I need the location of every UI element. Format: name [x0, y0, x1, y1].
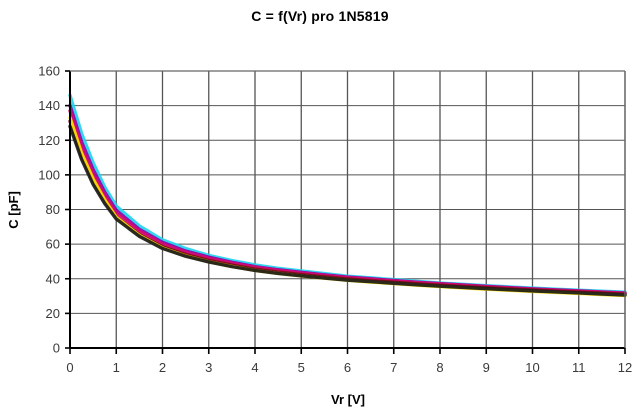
- x-tick-label: 3: [205, 360, 212, 375]
- x-tick-label: 1: [113, 360, 120, 375]
- x-tick-label: 4: [251, 360, 258, 375]
- axis-ticks: [65, 70, 626, 354]
- x-tick-label: 6: [344, 360, 351, 375]
- y-tick-label: 100: [38, 167, 60, 182]
- x-tick-label: 9: [483, 360, 490, 375]
- x-tick-label: 11: [572, 360, 586, 375]
- y-tick-label: 40: [46, 271, 60, 286]
- y-tick-label: 20: [46, 306, 60, 321]
- x-tick-label: 8: [436, 360, 443, 375]
- y-tick-label: 140: [38, 98, 60, 113]
- x-tick-label: 7: [390, 360, 397, 375]
- x-tick-label: 0: [66, 360, 73, 375]
- x-tick-label: 10: [525, 360, 539, 375]
- series-line: [68, 124, 627, 297]
- y-tick-label: 120: [38, 133, 60, 148]
- grid-layer: [69, 70, 626, 349]
- y-tick-label: 0: [53, 341, 60, 356]
- x-axis-title: Vr [V]: [331, 392, 365, 407]
- y-tick-label: 160: [38, 64, 60, 79]
- x-tick-label: 2: [159, 360, 166, 375]
- y-tick-label: 60: [46, 237, 60, 252]
- x-tick-label: 5: [298, 360, 305, 375]
- series-layer: [68, 93, 627, 298]
- chart-title: C = f(Vr) pro 1N5819: [251, 8, 389, 24]
- y-tick-label: 80: [46, 202, 60, 217]
- x-tick-label: 12: [618, 360, 632, 375]
- y-axis-title: C [pF]: [6, 191, 21, 229]
